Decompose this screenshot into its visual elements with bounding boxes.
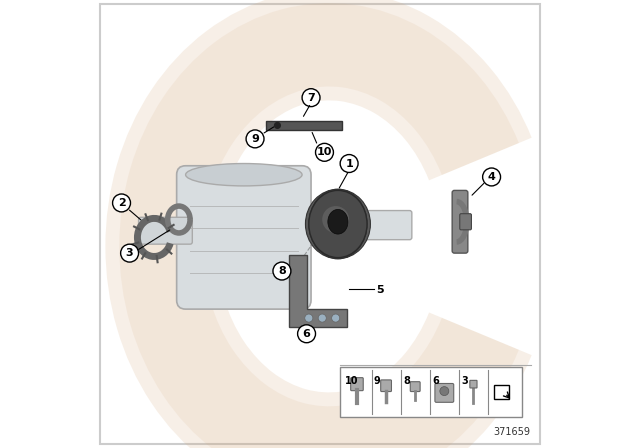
Circle shape	[113, 194, 131, 212]
Circle shape	[274, 122, 281, 129]
FancyBboxPatch shape	[139, 217, 192, 244]
Polygon shape	[289, 255, 347, 327]
Circle shape	[273, 262, 291, 280]
FancyBboxPatch shape	[435, 383, 454, 402]
Text: 7: 7	[307, 93, 315, 103]
FancyBboxPatch shape	[452, 190, 468, 253]
Circle shape	[316, 143, 333, 161]
Ellipse shape	[308, 189, 367, 259]
Circle shape	[483, 168, 500, 186]
Circle shape	[318, 314, 326, 322]
FancyBboxPatch shape	[410, 382, 420, 392]
Text: 2: 2	[118, 198, 125, 208]
Polygon shape	[266, 121, 342, 130]
Text: 5: 5	[376, 285, 383, 295]
Circle shape	[332, 314, 340, 322]
Text: 1: 1	[345, 159, 353, 168]
Circle shape	[246, 130, 264, 148]
Circle shape	[305, 314, 313, 322]
Text: 3: 3	[461, 376, 468, 386]
Text: 6: 6	[432, 376, 439, 386]
Text: 371659: 371659	[493, 427, 531, 437]
Ellipse shape	[328, 210, 348, 234]
Ellipse shape	[305, 189, 371, 259]
FancyBboxPatch shape	[100, 4, 540, 444]
FancyBboxPatch shape	[351, 378, 364, 391]
Ellipse shape	[308, 190, 367, 258]
Circle shape	[440, 387, 449, 396]
Circle shape	[302, 89, 320, 107]
Text: 10: 10	[317, 147, 332, 157]
FancyBboxPatch shape	[470, 380, 477, 388]
Ellipse shape	[323, 206, 349, 233]
Text: 4: 4	[488, 172, 495, 182]
Text: 10: 10	[345, 376, 358, 386]
Ellipse shape	[186, 164, 302, 186]
Text: 8: 8	[278, 266, 286, 276]
FancyBboxPatch shape	[362, 211, 412, 240]
FancyBboxPatch shape	[460, 214, 472, 230]
Polygon shape	[493, 385, 509, 399]
Text: 9: 9	[374, 376, 381, 386]
Text: 3: 3	[126, 248, 133, 258]
Text: 9: 9	[251, 134, 259, 144]
Text: 6: 6	[303, 329, 310, 339]
Circle shape	[340, 155, 358, 172]
Circle shape	[121, 244, 139, 262]
FancyBboxPatch shape	[381, 380, 392, 392]
Circle shape	[298, 325, 316, 343]
Bar	[340, 367, 522, 417]
Text: 8: 8	[403, 376, 410, 386]
FancyBboxPatch shape	[177, 166, 311, 309]
